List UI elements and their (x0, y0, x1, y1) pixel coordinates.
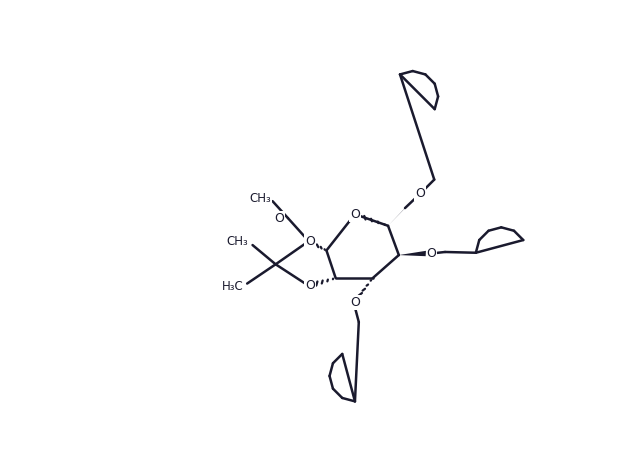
Text: O: O (415, 187, 426, 200)
Text: H₃C: H₃C (222, 280, 244, 293)
Text: CH₃: CH₃ (226, 235, 248, 249)
Text: O: O (427, 247, 436, 260)
Text: O: O (350, 296, 360, 309)
Text: CH₃: CH₃ (249, 192, 271, 204)
Text: O: O (305, 279, 316, 292)
Text: O: O (305, 235, 316, 248)
Polygon shape (388, 206, 407, 226)
Text: O: O (350, 208, 360, 221)
Text: O: O (274, 212, 284, 225)
Polygon shape (399, 251, 426, 256)
